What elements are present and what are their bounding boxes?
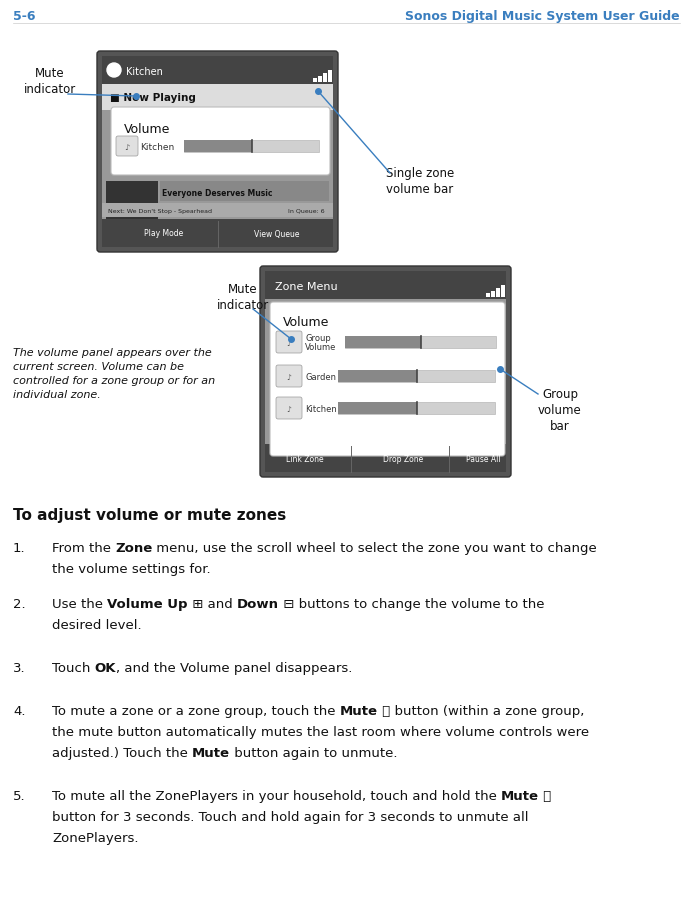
Text: adjusted.) Touch the: adjusted.) Touch the: [52, 746, 192, 759]
Bar: [496, 289, 500, 298]
Bar: [265, 445, 506, 472]
Bar: [102, 85, 333, 111]
Bar: [338, 403, 416, 414]
FancyBboxPatch shape: [276, 398, 302, 420]
Text: 4.: 4.: [13, 704, 26, 717]
FancyBboxPatch shape: [111, 108, 330, 176]
Bar: [338, 403, 495, 414]
Bar: [102, 85, 333, 220]
Text: The volume panel appears over the
current screen. Volume can be
controlled for a: The volume panel appears over the curren…: [13, 347, 215, 400]
Text: Kitchen: Kitchen: [305, 404, 337, 413]
Text: desired level.: desired level.: [52, 618, 141, 631]
Text: menu, use the scroll wheel to select the zone you want to change: menu, use the scroll wheel to select the…: [152, 541, 597, 554]
Text: Zone: Zone: [115, 541, 152, 554]
Text: ⓜ: ⓜ: [539, 789, 552, 802]
Bar: [345, 336, 421, 348]
Text: Touch: Touch: [52, 662, 95, 675]
Text: button for 3 seconds. Touch and hold again for 3 seconds to unmute all: button for 3 seconds. Touch and hold aga…: [52, 811, 529, 823]
Bar: [323, 74, 327, 83]
Text: ⓜ button (within a zone group,: ⓜ button (within a zone group,: [378, 704, 584, 717]
Text: ♪: ♪: [287, 372, 292, 381]
Text: ♪: ♪: [124, 142, 130, 152]
Text: Volume: Volume: [124, 123, 170, 136]
Text: ZonePlayers.: ZonePlayers.: [52, 831, 139, 844]
Text: Next: We Don't Stop - Spearhead: Next: We Don't Stop - Spearhead: [108, 209, 212, 213]
Text: , and the Volume panel disappears.: , and the Volume panel disappears.: [116, 662, 353, 675]
Text: To mute all the ZonePlayers in your household, touch and hold the: To mute all the ZonePlayers in your hous…: [52, 789, 501, 802]
Bar: [102, 57, 333, 85]
Text: Kitchen: Kitchen: [140, 142, 174, 152]
Text: In Queue: 6: In Queue: 6: [288, 209, 325, 213]
Text: OK: OK: [95, 662, 116, 675]
Text: Everyone Deserves Music: Everyone Deserves Music: [162, 188, 272, 198]
Text: Mute
indicator: Mute indicator: [24, 67, 76, 96]
Bar: [313, 79, 317, 83]
Bar: [486, 294, 490, 298]
Bar: [501, 286, 505, 298]
Bar: [184, 141, 319, 153]
Bar: [318, 77, 322, 83]
Bar: [102, 220, 333, 248]
Text: Use the: Use the: [52, 597, 107, 610]
Text: 1.: 1.: [13, 541, 26, 554]
Bar: [328, 71, 332, 83]
Text: Mute: Mute: [340, 704, 378, 717]
Text: button again to unmute.: button again to unmute.: [230, 746, 398, 759]
Text: Kitchen: Kitchen: [126, 67, 163, 77]
FancyBboxPatch shape: [260, 267, 511, 478]
FancyBboxPatch shape: [97, 52, 338, 253]
Text: ⊟ buttons to change the volume to the: ⊟ buttons to change the volume to the: [279, 597, 544, 610]
Text: Play Mode: Play Mode: [144, 229, 183, 238]
Text: Garden: Garden: [305, 372, 336, 381]
Bar: [338, 370, 416, 382]
Bar: [160, 182, 329, 202]
Text: ♪: ♪: [287, 404, 292, 413]
Text: Pause All: Pause All: [466, 454, 501, 463]
Text: ■ Now Playing: ■ Now Playing: [110, 93, 196, 103]
Bar: [106, 182, 158, 230]
Text: 3.: 3.: [13, 662, 26, 675]
Text: Link Zone: Link Zone: [286, 454, 324, 463]
FancyBboxPatch shape: [270, 302, 505, 457]
Text: Mute
indicator: Mute indicator: [217, 283, 269, 312]
Bar: [338, 370, 495, 382]
Text: Group
volume
bar: Group volume bar: [538, 388, 582, 433]
Text: From the: From the: [52, 541, 115, 554]
Text: the volume settings for.: the volume settings for.: [52, 562, 211, 575]
Text: Volume: Volume: [283, 315, 329, 329]
Bar: [184, 141, 252, 153]
Text: View Queue: View Queue: [254, 229, 299, 238]
FancyBboxPatch shape: [116, 137, 138, 157]
Text: Mute: Mute: [501, 789, 539, 802]
Text: To mute a zone or a zone group, touch the: To mute a zone or a zone group, touch th…: [52, 704, 340, 717]
Text: Drop Zone: Drop Zone: [383, 454, 423, 463]
Text: Down: Down: [237, 597, 279, 610]
Text: Volume Up: Volume Up: [107, 597, 188, 610]
Text: 2.: 2.: [13, 597, 26, 610]
Circle shape: [107, 64, 121, 78]
Bar: [102, 204, 333, 218]
Bar: [265, 300, 506, 445]
Text: Group
Volume: Group Volume: [305, 334, 336, 352]
Text: ♪: ♪: [287, 338, 292, 347]
Text: the mute button automatically mutes the last room where volume controls were: the mute button automatically mutes the …: [52, 725, 589, 738]
Text: To adjust volume or mute zones: To adjust volume or mute zones: [13, 507, 286, 522]
FancyBboxPatch shape: [276, 332, 302, 354]
Text: ⊞ and: ⊞ and: [188, 597, 237, 610]
Bar: [265, 272, 506, 300]
FancyBboxPatch shape: [276, 366, 302, 388]
Bar: [345, 336, 496, 348]
Text: 5-6: 5-6: [13, 10, 35, 23]
Text: Single zone
volume bar: Single zone volume bar: [386, 167, 454, 196]
Bar: [491, 291, 495, 298]
Text: 5.: 5.: [13, 789, 26, 802]
Text: Mute: Mute: [192, 746, 230, 759]
Text: Zone Menu: Zone Menu: [275, 282, 337, 291]
Text: Sonos Digital Music System User Guide: Sonos Digital Music System User Guide: [405, 10, 680, 23]
